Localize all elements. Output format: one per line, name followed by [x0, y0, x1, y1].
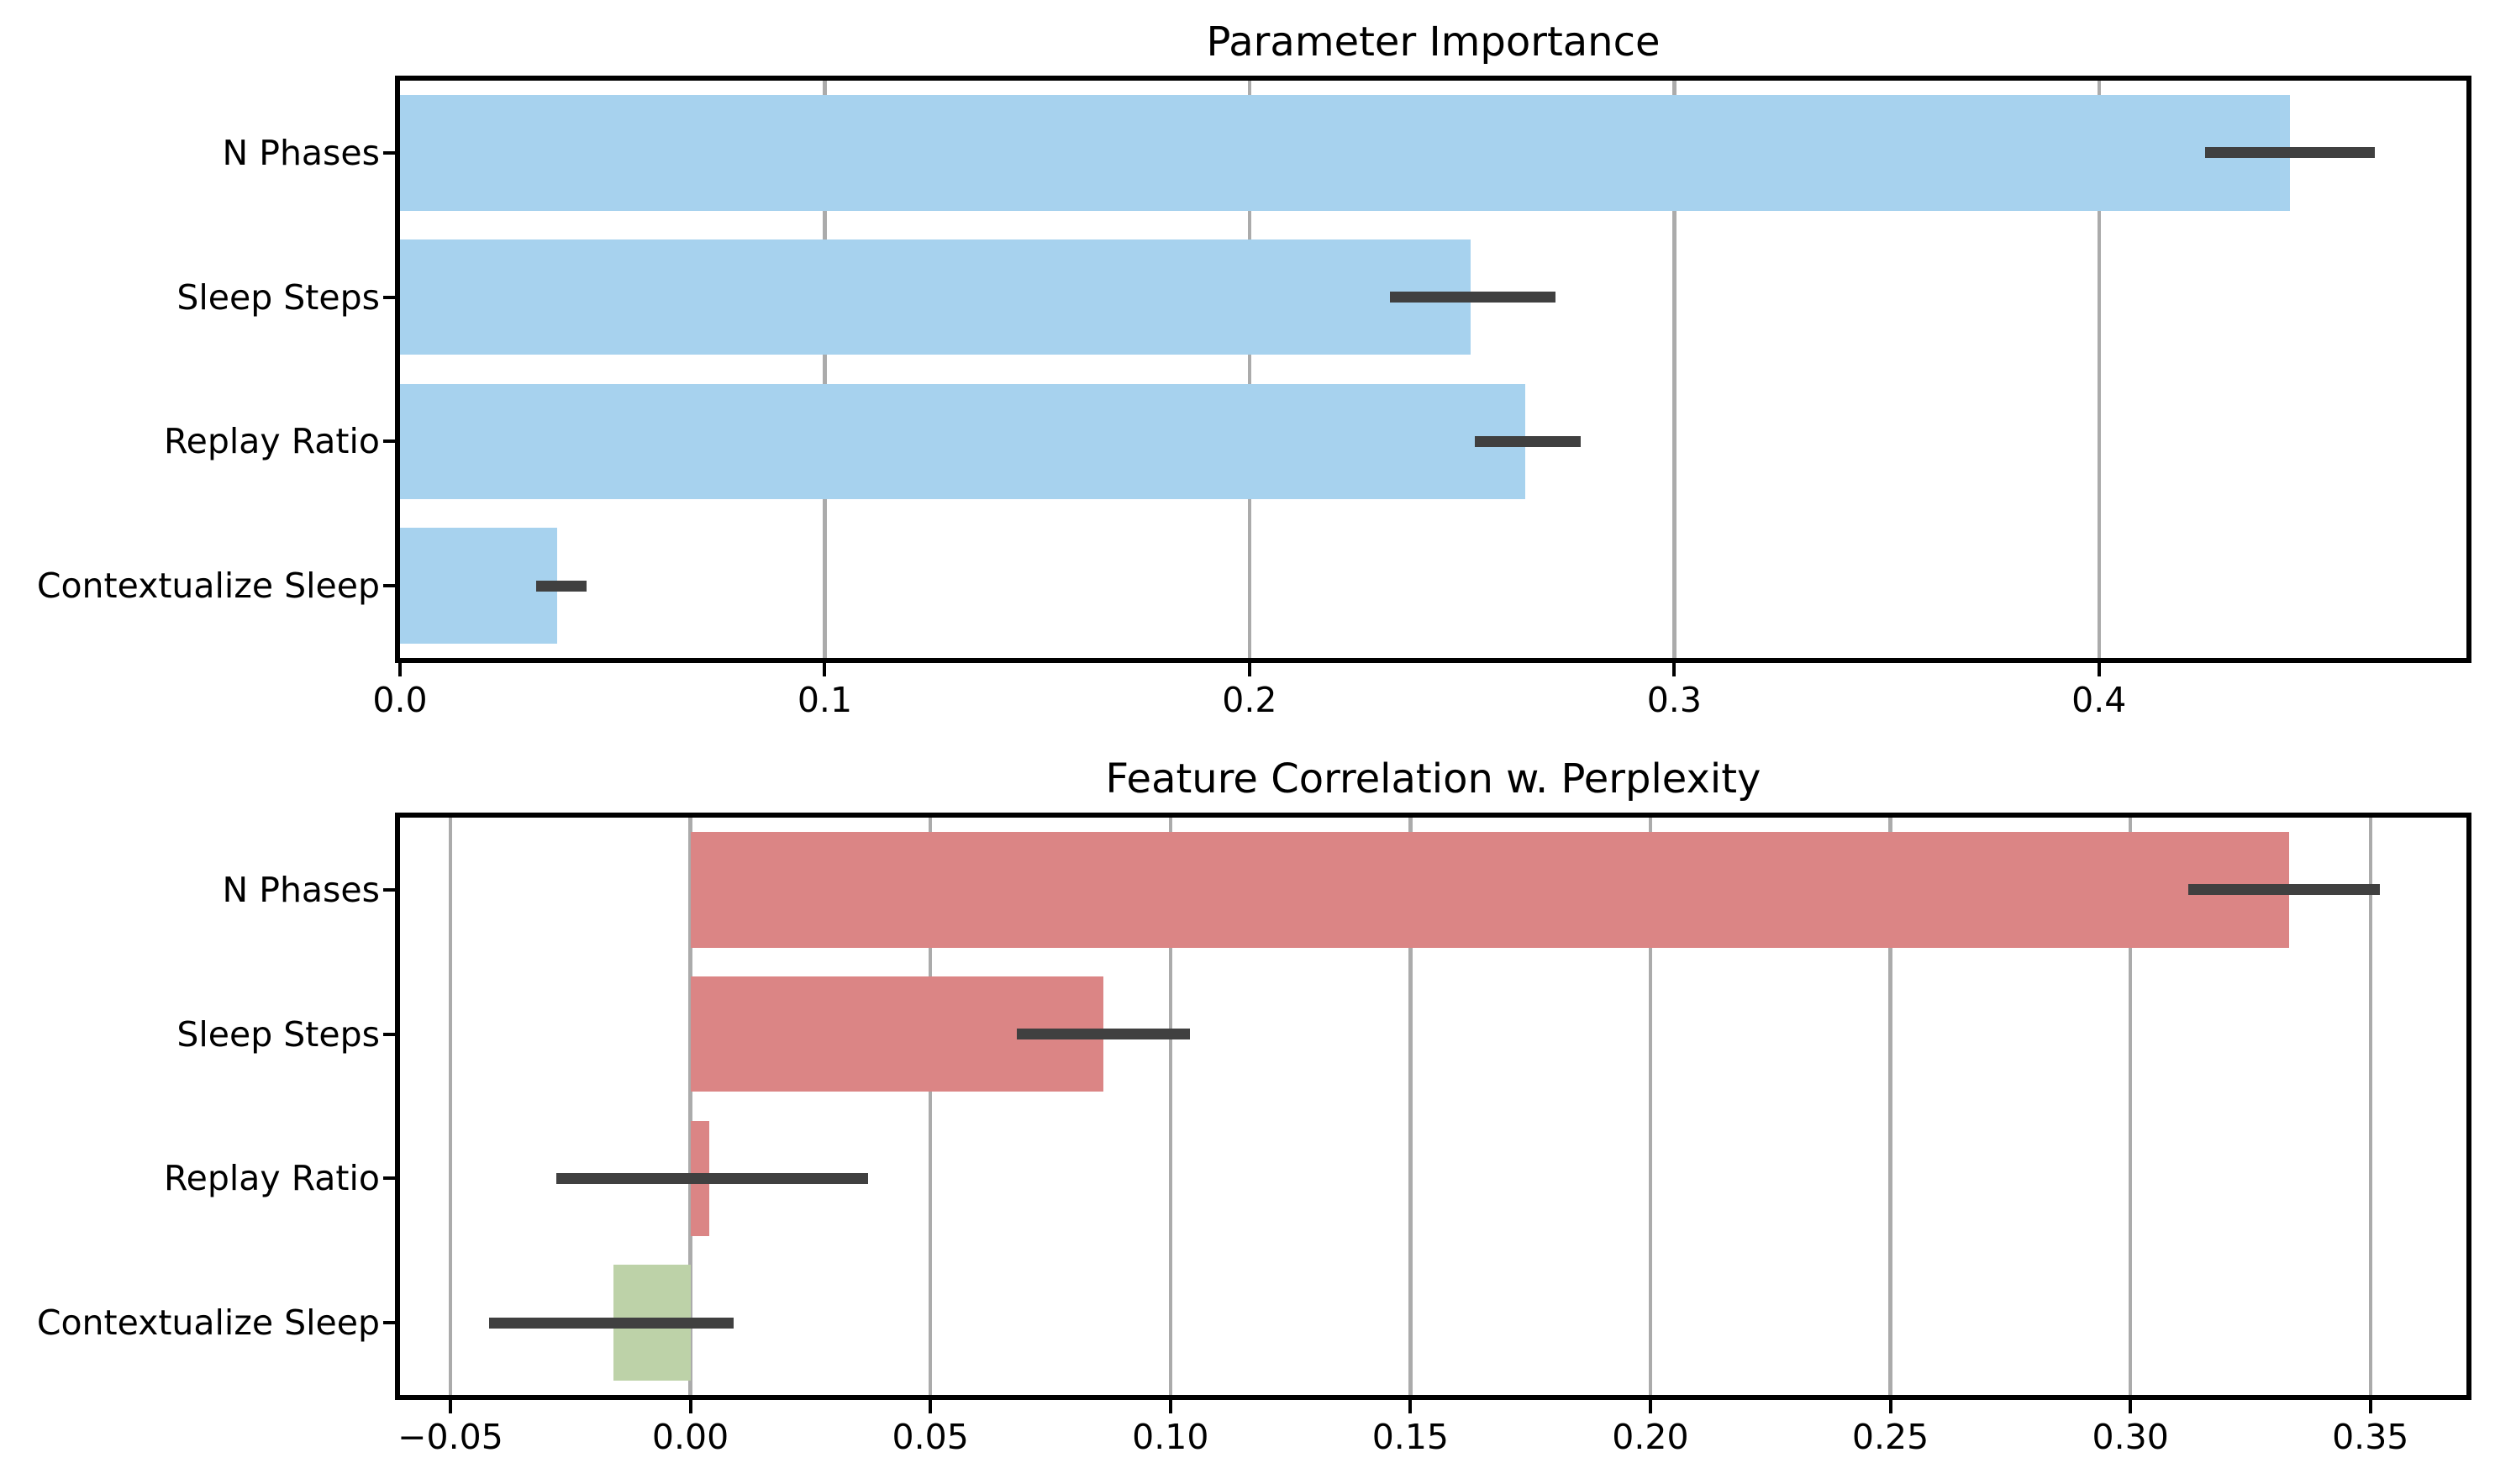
y-tick-label-sleep-steps: Sleep Steps	[176, 1013, 380, 1055]
error-bar-replay-ratio	[555, 1172, 868, 1184]
bar-contextualize-sleep	[400, 528, 557, 644]
x-tick-mark-0.1	[823, 663, 827, 676]
x-tick-mark-−0.05	[448, 1400, 452, 1413]
y-tick-mark-contextualize-sleep	[383, 584, 395, 588]
y-tick-label-n-phases: N Phases	[222, 132, 380, 173]
x-tick-label-0.4: 0.4	[2071, 680, 2127, 720]
chart-title-parameter-importance: Parameter Importance	[1206, 18, 1661, 66]
y-tick-label-replay-ratio: Replay Ratio	[164, 1158, 380, 1199]
x-tick-label-0.25: 0.25	[1851, 1417, 1929, 1457]
gridline-0.10	[1168, 818, 1173, 1395]
gridline-0.15	[1408, 818, 1413, 1395]
x-tick-label-0.15: 0.15	[1371, 1417, 1450, 1457]
x-tick-mark-0.10	[1168, 1400, 1172, 1413]
y-tick-label-contextualize-sleep: Contextualize Sleep	[36, 566, 380, 607]
x-tick-label-0.2: 0.2	[1222, 680, 1277, 720]
gridline-0.20	[1648, 818, 1653, 1395]
gridline-0.05	[928, 818, 933, 1395]
gridline-0.30	[2128, 818, 2133, 1395]
y-tick-mark-n-phases	[383, 887, 395, 892]
error-bar-replay-ratio	[1474, 435, 1582, 447]
bar-n-phases	[400, 95, 2291, 211]
y-tick-mark-replay-ratio	[383, 439, 395, 444]
gridline-0.35	[2368, 818, 2372, 1395]
chart-title-feature-correlation: Feature Correlation w. Perplexity	[1105, 755, 1761, 803]
error-bar-sleep-steps	[1389, 292, 1555, 303]
x-tick-label-0.3: 0.3	[1646, 680, 1702, 720]
y-tick-mark-sleep-steps	[383, 295, 395, 299]
gridline-0.25	[1888, 818, 1892, 1395]
x-tick-mark-0.05	[929, 1400, 933, 1413]
x-tick-mark-0.30	[2129, 1400, 2133, 1413]
x-tick-mark-0.2	[1247, 663, 1251, 676]
x-tick-label-0.1: 0.1	[797, 680, 853, 720]
error-bar-n-phases	[2187, 884, 2381, 896]
error-bar-sleep-steps	[1016, 1029, 1190, 1040]
gridline-0.4	[2097, 81, 2102, 658]
bar-sleep-steps	[400, 239, 1471, 355]
x-tick-mark-0.0	[398, 663, 402, 676]
x-tick-mark-0.15	[1408, 1400, 1413, 1413]
x-tick-label-0.00: 0.00	[651, 1417, 729, 1457]
error-bar-n-phases	[2205, 147, 2376, 159]
x-tick-mark-0.00	[688, 1400, 692, 1413]
x-tick-label-0.05: 0.05	[892, 1417, 969, 1457]
gridline-0.1	[823, 81, 827, 658]
x-tick-mark-0.4	[2097, 663, 2101, 676]
plot-area-parameter-importance: N Phases Sleep Steps Replay Ratio Contextua…	[37, 76, 2471, 720]
y-tick-mark-sleep-steps	[383, 1032, 395, 1036]
x-tick-label-0.0: 0.0	[372, 680, 428, 720]
error-bar-contextualize-sleep	[488, 1317, 734, 1329]
x-tick-label-0.30: 0.30	[2092, 1417, 2169, 1457]
y-tick-label-replay-ratio: Replay Ratio	[164, 421, 380, 462]
bar-replay-ratio	[400, 383, 1526, 500]
y-tick-mark-replay-ratio	[383, 1176, 395, 1181]
plot-area-feature-correlation: N Phases Sleep Steps Replay Ratio Contextua…	[37, 813, 2471, 1457]
gridline-−0.05	[448, 818, 453, 1395]
y-tick-mark-contextualize-sleep	[383, 1321, 395, 1325]
x-tick-mark-0.35	[2368, 1400, 2372, 1413]
bar-n-phases	[690, 832, 2289, 948]
x-tick-mark-0.25	[1888, 1400, 1892, 1413]
x-tick-mark-0.3	[1672, 663, 1676, 676]
x-tick-label-−0.05: −0.05	[397, 1417, 503, 1457]
gridline-0.3	[1672, 81, 1676, 658]
gridline-0.00	[688, 818, 692, 1395]
error-bar-contextualize-sleep	[535, 580, 587, 592]
x-tick-label-0.10: 0.10	[1132, 1417, 1209, 1457]
y-tick-mark-n-phases	[383, 150, 395, 155]
gridline-0.2	[1247, 81, 1252, 658]
y-tick-label-contextualize-sleep: Contextualize Sleep	[36, 1302, 380, 1344]
y-tick-label-n-phases: N Phases	[222, 869, 380, 910]
x-tick-label-0.35: 0.35	[2332, 1417, 2409, 1457]
y-tick-label-sleep-steps: Sleep Steps	[176, 276, 380, 318]
x-tick-mark-0.20	[1648, 1400, 1652, 1413]
x-tick-label-0.20: 0.20	[1612, 1417, 1689, 1457]
